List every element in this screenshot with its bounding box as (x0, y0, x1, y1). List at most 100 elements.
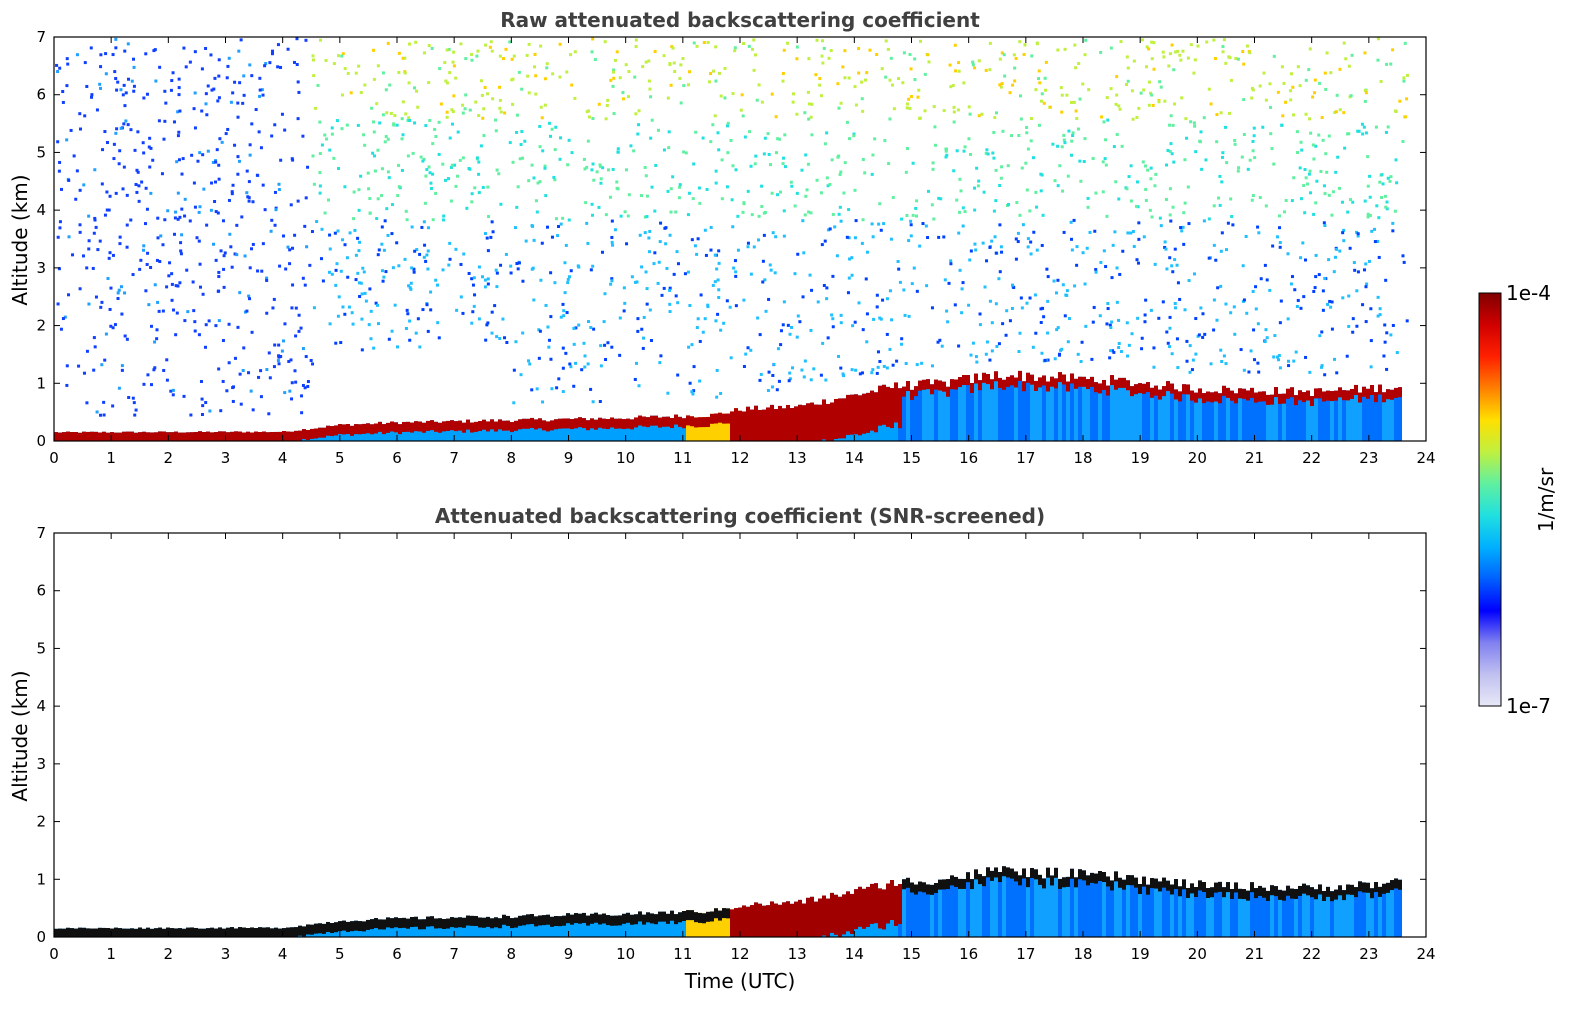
boundary-layer-top-cell (762, 409, 766, 441)
boundary-layer-top-cell (266, 432, 270, 441)
boundary-layer-top-cell (1222, 385, 1226, 396)
noise-speckle (544, 194, 548, 198)
noise-speckle (558, 75, 562, 79)
noise-speckle (589, 387, 593, 391)
surface-layer-cell (1222, 385, 1226, 441)
noise-speckle (1043, 358, 1047, 362)
boundary-layer-top-cell (202, 432, 206, 441)
noise-speckle (599, 364, 603, 368)
noise-speckle (762, 152, 766, 156)
noise-speckle (1263, 263, 1267, 267)
surface-layer-cell (926, 379, 930, 441)
noise-speckle (301, 276, 305, 280)
noise-speckle (676, 373, 680, 377)
noise-speckle (1261, 125, 1265, 129)
noise-speckle (1132, 244, 1136, 248)
boundary-layer-top-cell (330, 426, 334, 437)
noise-speckle (662, 286, 666, 290)
noise-speckle (109, 286, 113, 290)
noise-speckle (520, 87, 524, 91)
noise-speckle (82, 371, 86, 375)
noise-speckle (357, 208, 361, 212)
noise-speckle (1039, 189, 1043, 193)
colorbar-min-label: 1e-7 (1506, 694, 1551, 718)
noise-speckle (391, 266, 395, 270)
noise-speckle (703, 317, 707, 321)
boundary-layer-top-cell (962, 375, 966, 386)
noise-speckle (558, 42, 562, 46)
noise-speckle (990, 321, 994, 325)
noise-speckle (413, 249, 417, 253)
noise-speckle (1112, 350, 1116, 354)
boundary-layer-top-cell (1122, 377, 1126, 388)
boundary-layer-top-cell (1350, 388, 1354, 399)
noise-speckle (1292, 359, 1296, 363)
noise-speckle (444, 178, 448, 182)
boundary-layer-top-cell (1338, 387, 1342, 398)
noise-speckle (142, 96, 146, 100)
boundary-layer-top-cell (666, 416, 670, 427)
boundary-layer-top-cell (802, 405, 806, 441)
boundary-layer-top-cell (710, 413, 714, 424)
boundary-layer-top-cell (730, 411, 734, 441)
boundary-layer-top-cell (910, 389, 914, 400)
noise-speckle (273, 343, 277, 347)
boundary-layer-top-cell (630, 419, 634, 430)
noise-speckle (791, 100, 795, 104)
noise-speckle (368, 196, 372, 200)
boundary-layer-top-cell (1074, 877, 1078, 888)
noise-speckle (238, 81, 242, 85)
noise-speckle (642, 315, 646, 319)
noise-speckle (408, 338, 412, 342)
noise-speckle (709, 225, 713, 229)
noise-speckle (1212, 298, 1216, 302)
surface-layer-cell (942, 879, 946, 937)
noise-speckle (1115, 266, 1119, 270)
boundary-layer-top-cell (1194, 392, 1198, 403)
x-tick-label: 9 (564, 449, 574, 467)
noise-speckle (1221, 45, 1225, 49)
surface-layer-cell (1206, 391, 1210, 441)
noise-speckle (87, 214, 91, 218)
noise-speckle (933, 125, 937, 129)
boundary-layer-top-cell (1018, 370, 1022, 381)
noise-speckle (645, 302, 649, 306)
noise-speckle (180, 207, 184, 211)
boundary-layer-top-cell (126, 928, 130, 937)
noise-speckle (1394, 158, 1398, 162)
surface-layer-cell (1010, 868, 1014, 937)
boundary-layer-top-cell (1254, 392, 1258, 403)
noise-speckle (270, 52, 274, 56)
boundary-layer-top-cell (94, 928, 98, 937)
noise-speckle (383, 219, 387, 223)
noise-speckle (538, 180, 542, 184)
noise-speckle (386, 170, 390, 174)
noise-speckle (117, 386, 121, 390)
noise-speckle (851, 324, 855, 328)
noise-speckle (159, 234, 163, 238)
surface-layer-cell (1202, 882, 1206, 937)
noise-speckle (1225, 161, 1229, 165)
noise-speckle (204, 46, 208, 50)
noise-speckle (526, 74, 530, 78)
boundary-layer-top-cell (1050, 875, 1054, 886)
noise-speckle (58, 160, 62, 164)
noise-speckle (622, 286, 626, 290)
noise-speckle (914, 206, 918, 210)
noise-speckle (505, 341, 509, 345)
surface-layer-cell (1038, 874, 1042, 937)
noise-speckle (826, 228, 830, 232)
boundary-layer-top-cell (934, 883, 938, 894)
noise-speckle (801, 219, 805, 223)
noise-speckle (1176, 49, 1180, 53)
noise-speckle (706, 303, 710, 307)
noise-speckle (1219, 284, 1223, 288)
noise-speckle (182, 46, 186, 50)
noise-speckle (691, 197, 695, 201)
noise-speckle (640, 265, 644, 269)
noise-speckle (564, 351, 568, 355)
surface-layer-cell (1382, 883, 1386, 937)
noise-speckle (509, 271, 513, 275)
boundary-layer-top-cell (238, 927, 242, 937)
noise-speckle (473, 186, 477, 190)
